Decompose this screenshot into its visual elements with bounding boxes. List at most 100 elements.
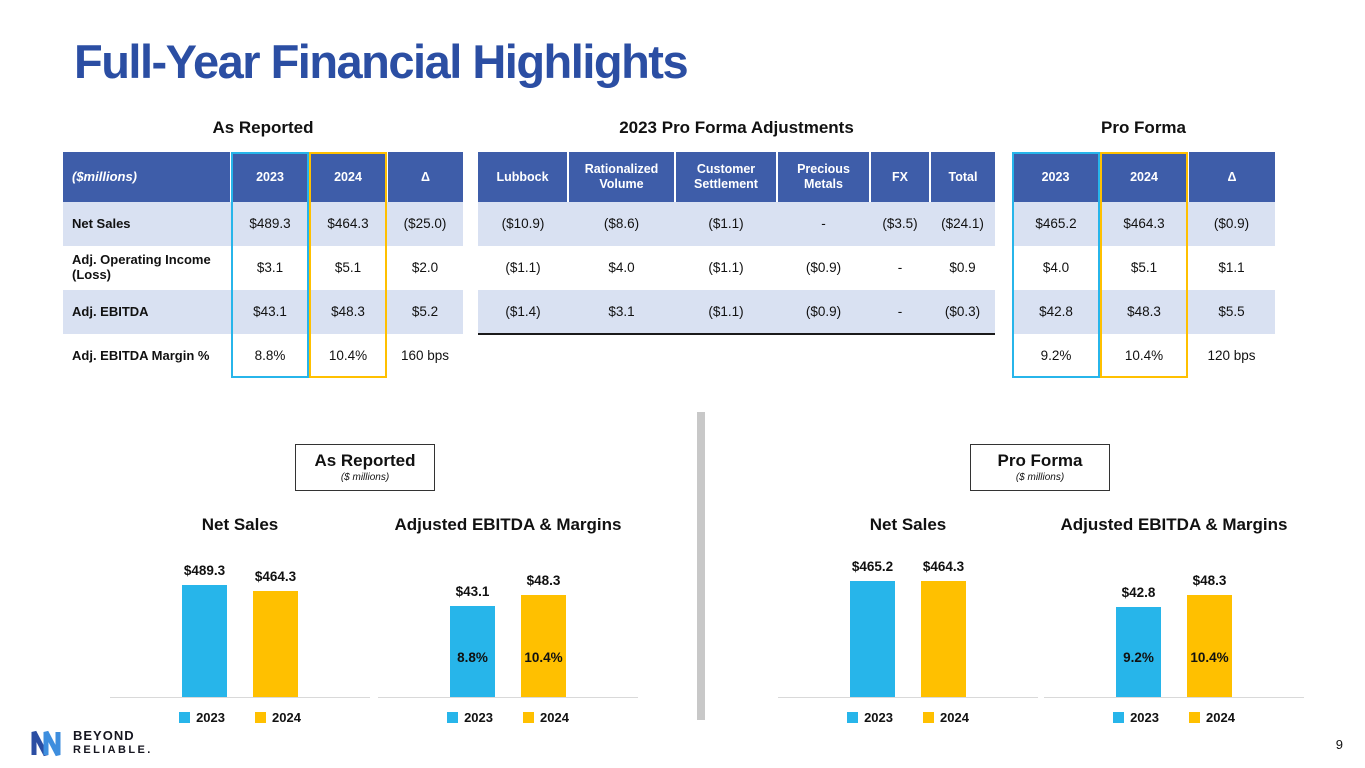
cell: - xyxy=(870,290,930,334)
legend-swatch-2023 xyxy=(847,712,859,723)
bar-2024: $48.3 10.4% xyxy=(521,573,566,697)
group-label: Pro Forma xyxy=(997,451,1083,471)
cell: ($0.9) xyxy=(1188,202,1275,246)
bar-value-label: $42.8 xyxy=(1121,585,1156,600)
cell: 9.2% xyxy=(1040,348,1072,364)
table-row: ($1.1) $4.0 ($1.1) ($0.9) - $0.9 xyxy=(478,246,995,290)
group-label: As Reported xyxy=(314,451,416,471)
legend-item: 2023 xyxy=(179,710,225,725)
table-row: 9.2% 10.4% 120 bps xyxy=(1012,334,1275,378)
table-row: Adj. EBITDA $43.1 $48.3 $5.2 xyxy=(63,290,463,334)
cell: - xyxy=(897,260,903,276)
bar-percent-label: 10.4% xyxy=(1190,650,1229,665)
table-header-row: ($millions) 2023 2024 Δ xyxy=(63,152,463,202)
bar-value-label: $48.3 xyxy=(526,573,561,588)
chart-title: Net Sales xyxy=(869,515,947,535)
column-header: Total xyxy=(930,152,995,202)
as-reported-chart-group-label: As Reported ($ millions) xyxy=(295,444,435,491)
bar-plot-area: $489.3 $464.3 xyxy=(110,552,370,698)
cell: $42.8 xyxy=(1012,290,1100,334)
cell: ($0.9) xyxy=(805,260,842,276)
column-header: Rationalized Volume xyxy=(568,152,676,202)
column-header: Precious Metals xyxy=(777,152,871,202)
column-header: ($millions) xyxy=(63,152,232,202)
legend-swatch-2024 xyxy=(523,712,534,723)
table-row: $42.8 $48.3 $5.5 xyxy=(1012,290,1275,334)
section-title-as-reported: As Reported xyxy=(212,118,314,137)
section-title-pro-forma: Pro Forma xyxy=(1100,118,1187,137)
chart-title: Adjusted EBITDA & Margins xyxy=(394,515,622,535)
cell: ($8.6) xyxy=(568,202,675,246)
legend-label: 2023 xyxy=(1130,710,1159,725)
bar-2024: $48.3 10.4% xyxy=(1187,573,1232,697)
legend-swatch-2023 xyxy=(1113,712,1125,723)
table-row: Adj. Operating Income (Loss) $3.1 $5.1 $2.0 xyxy=(63,246,463,290)
pro-forma-table: 2023 2024 Δ $465.2 $464.3 ($0.9) $4.0 $5.1 $1.1… xyxy=(1012,152,1275,378)
cell: $1.1 xyxy=(1218,260,1245,276)
column-header: 2024 xyxy=(1100,152,1189,202)
bar-value-label: $465.2 xyxy=(851,559,894,574)
table-row: ($1.4) $3.1 ($1.1) ($0.9) - ($0.3) xyxy=(478,290,995,334)
chart-title: Net Sales xyxy=(201,515,279,535)
logo-line1: BEYOND xyxy=(73,728,135,744)
cell: $3.1 xyxy=(256,260,284,276)
bar-2023: $42.8 9.2% xyxy=(1116,585,1161,697)
legend-item: 2024 xyxy=(1189,710,1235,725)
bar-2023: $43.1 8.8% xyxy=(450,584,495,697)
bar-2023: $465.2 xyxy=(850,559,895,697)
cell: $464.3 xyxy=(309,202,387,246)
page-title: Full-Year Financial Highlights xyxy=(74,35,689,88)
chart-legend: 2023 2024 xyxy=(110,710,370,725)
column-header: Customer Settlement xyxy=(675,152,778,202)
legend-label: 2023 xyxy=(196,710,225,725)
column-header: Δ xyxy=(1188,152,1275,202)
cell: $5.5 xyxy=(1188,290,1275,334)
legend-item: 2024 xyxy=(923,710,969,725)
cell: 120 bps xyxy=(1207,348,1256,364)
row-label: Adj. EBITDA xyxy=(63,290,231,334)
cell: 10.4% xyxy=(1124,348,1164,364)
cell: $48.3 xyxy=(1100,290,1188,334)
column-header: 2024 xyxy=(309,152,388,202)
row-label: Adj. Operating Income (Loss) xyxy=(72,252,211,282)
pro-forma-adjustments-table: Lubbock Rationalized Volume Customer Settl… xyxy=(478,152,995,335)
chart-pro-forma-net-sales: Net Sales $465.2 $464.3 2023 2024 xyxy=(778,498,1038,725)
cell: ($0.3) xyxy=(930,290,995,334)
bar-2024: $464.3 xyxy=(253,569,298,697)
vertical-divider xyxy=(697,412,705,720)
bar-value-label: $489.3 xyxy=(183,563,226,578)
legend-item: 2023 xyxy=(847,710,893,725)
column-header: Δ xyxy=(387,152,463,202)
cell: 10.4% xyxy=(328,348,368,364)
table-row: $4.0 $5.1 $1.1 xyxy=(1012,246,1275,290)
legend-swatch-2024 xyxy=(1189,712,1200,723)
cell: $3.1 xyxy=(568,290,675,334)
group-sublabel: ($ millions) xyxy=(1015,471,1065,483)
legend-swatch-2024 xyxy=(923,712,934,723)
cell: $5.1 xyxy=(334,260,362,276)
cell: 8.8% xyxy=(254,348,286,364)
bar-plot-area: $42.8 9.2% $48.3 10.4% xyxy=(1044,552,1304,698)
as-reported-table: ($millions) 2023 2024 Δ Net Sales $489.3 $464… xyxy=(63,152,463,378)
legend-item: 2024 xyxy=(255,710,301,725)
bar-percent-label: 10.4% xyxy=(524,650,563,665)
bar-value-label: $464.3 xyxy=(254,569,297,584)
logo-line2: RELIABLE. xyxy=(73,744,153,757)
bar-2023: $489.3 xyxy=(182,563,227,697)
bar-value-label: $464.3 xyxy=(922,559,965,574)
table-header-row: Lubbock Rationalized Volume Customer Settl… xyxy=(478,152,995,202)
bar-percent-label: 8.8% xyxy=(457,650,488,665)
logo-text: BEYOND RELIABLE. xyxy=(73,728,153,757)
bar-plot-area: $465.2 $464.3 xyxy=(778,552,1038,698)
bar-value-label: $48.3 xyxy=(1192,573,1227,588)
bar-2024: $464.3 xyxy=(921,559,966,697)
column-header: FX xyxy=(870,152,931,202)
cell: $43.1 xyxy=(231,290,309,334)
legend-label: 2024 xyxy=(940,710,969,725)
cell: ($0.9) xyxy=(777,290,870,334)
chart-legend: 2023 2024 xyxy=(378,710,638,725)
bar-plot-area: $43.1 8.8% $48.3 10.4% xyxy=(378,552,638,698)
cell: ($3.5) xyxy=(870,202,930,246)
group-sublabel: ($ millions) xyxy=(340,471,390,483)
